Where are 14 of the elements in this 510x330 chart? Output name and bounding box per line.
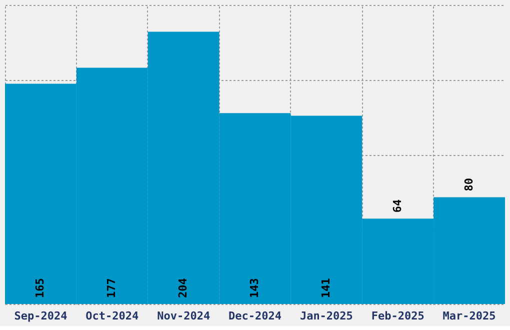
data-label: 177 [105,278,118,298]
data-label: 165 [34,278,47,298]
x-tick-label: Sep-2024 [14,310,68,322]
x-tick-label: Jan-2025 [300,310,353,322]
x-tick-label: Oct-2024 [86,310,140,322]
x-tick-label: Nov-2024 [157,310,210,322]
data-label: 64 [390,198,404,213]
data-label: 141 [319,278,332,298]
x-tick-label: Mar-2025 [442,310,496,322]
data-label: 204 [176,278,190,298]
x-tick-label: Dec-2024 [228,310,282,322]
x-tick-label: Feb-2025 [371,310,424,322]
data-label: 143 [248,278,261,298]
data-label: 80 [462,178,476,192]
